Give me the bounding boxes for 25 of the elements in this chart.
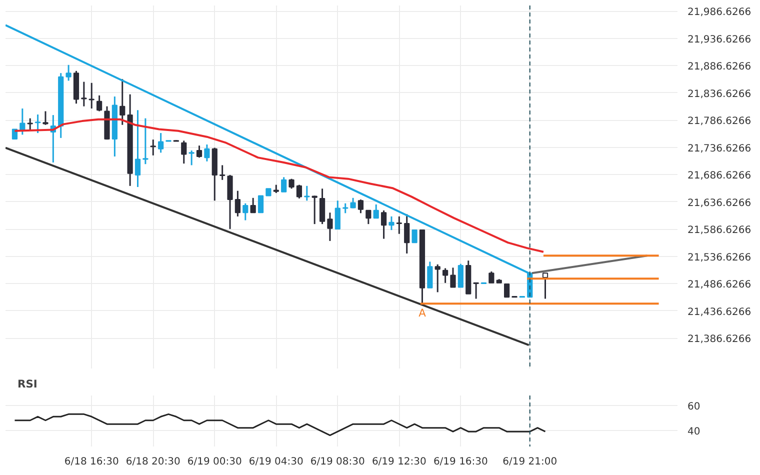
y-tick-label: 21,486.6266 [688, 280, 752, 291]
y-tick-label: 21,886.6266 [688, 62, 752, 73]
x-tick-label: 6/18 16:30 [64, 456, 119, 468]
x-tick-label: 6/19 16:30 [433, 456, 488, 468]
x-tick-label: 6/19 12:30 [372, 456, 426, 468]
y-tick-label: 21,536.6266 [688, 252, 752, 264]
y-tick-label: 40 [688, 426, 700, 438]
y-tick-label: 60 [688, 401, 700, 412]
x-tick-label: 6/19 04:30 [248, 456, 304, 468]
x-tick-label: 6/18 20:30 [126, 456, 180, 468]
y-tick-label: 21,586.6266 [688, 225, 752, 236]
y-tick-label: 21,786.6266 [688, 116, 752, 128]
y-tick-label: 21,836.6266 [688, 88, 752, 100]
y-tick-label: 21,436.6266 [688, 306, 752, 318]
y-tick-label: 21,386.6266 [688, 334, 752, 346]
x-tick-label: 6/19 00:30 [187, 456, 242, 468]
x-tick-label: 6/19 08:30 [310, 456, 365, 468]
chart-title: RSI [18, 378, 38, 390]
y-tick-label: 21,636.6266 [688, 198, 752, 209]
y-tick-label: 21,986.6266 [688, 7, 752, 18]
y-tick-label: 21,736.6266 [688, 143, 752, 154]
x-tick-label: 6/19 21:00 [502, 456, 558, 468]
y-tick-label: 21,936.6266 [688, 34, 752, 46]
annotation: A [418, 306, 427, 320]
y-tick-label: 21,686.6266 [688, 170, 752, 182]
